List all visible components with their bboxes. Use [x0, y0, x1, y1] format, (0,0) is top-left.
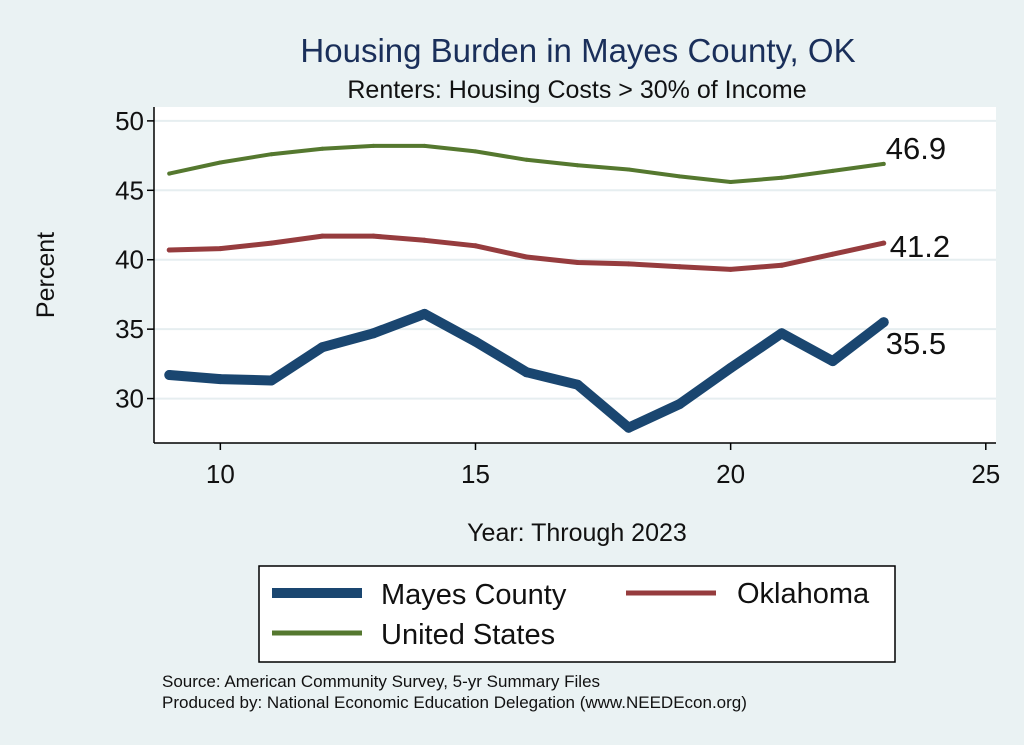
legend-box: [258, 565, 896, 663]
data-point-mayes-county-19: [674, 399, 685, 410]
data-point-united-states-19: [677, 174, 682, 179]
x-tick-label-20: 20: [716, 459, 745, 489]
y-tick-label-45: 45: [115, 175, 144, 205]
data-point-oklahoma-22: [830, 251, 836, 257]
producer-note: Produced by: National Economic Education…: [162, 693, 747, 712]
x-axis-label: Year: Through 2023: [467, 519, 687, 547]
data-point-united-states-22: [830, 168, 835, 173]
end-labels: 35.5 41.2 46.9: [886, 131, 950, 361]
y-axis-label: Percent: [32, 232, 60, 318]
data-point-united-states-18: [626, 167, 631, 172]
data-point-mayes-county-16: [521, 367, 532, 378]
data-point-oklahoma-13: [370, 233, 376, 239]
end-label-united-states: 46.9: [886, 131, 946, 166]
data-point-mayes-county-21: [776, 328, 787, 339]
chart-subtitle: Renters: Housing Costs > 30% of Income: [347, 76, 806, 104]
x-tick-label-10: 10: [206, 459, 235, 489]
data-point-mayes-county-13: [368, 328, 379, 339]
data-point-united-states-17: [575, 163, 580, 168]
data-point-oklahoma-11: [268, 240, 274, 246]
end-label-oklahoma: 41.2: [890, 229, 950, 264]
data-point-united-states-9: [167, 171, 172, 176]
data-point-oklahoma-23: [881, 240, 887, 246]
legend-label-oklahoma: Oklahoma: [737, 578, 870, 610]
data-point-mayes-county-10: [215, 374, 226, 385]
data-point-united-states-15: [473, 149, 478, 154]
data-point-oklahoma-15: [473, 243, 478, 249]
data-point-united-states-23: [881, 161, 886, 166]
data-point-united-states-10: [218, 160, 223, 165]
data-point-united-states-16: [524, 157, 529, 162]
data-point-mayes-county-18: [623, 422, 634, 433]
data-point-mayes-county-22: [827, 356, 838, 367]
y-tick-label-50: 50: [115, 106, 144, 136]
data-point-mayes-county-12: [317, 342, 328, 353]
data-point-mayes-county-14: [419, 308, 430, 319]
data-point-oklahoma-9: [166, 247, 172, 253]
data-point-united-states-21: [779, 175, 784, 180]
data-point-oklahoma-16: [524, 254, 529, 260]
data-point-united-states-11: [269, 152, 274, 157]
data-point-mayes-county-23: [878, 317, 889, 328]
data-point-united-states-12: [320, 146, 325, 151]
data-point-mayes-county-11: [266, 375, 277, 386]
y-tick-label-30: 30: [115, 384, 144, 414]
data-point-united-states-14: [422, 143, 427, 148]
x-tick-label-25: 25: [971, 459, 1000, 489]
chart-title: Housing Burden in Mayes County, OK: [300, 32, 855, 69]
data-point-oklahoma-21: [779, 262, 785, 268]
data-point-oklahoma-18: [626, 261, 632, 267]
data-point-united-states-13: [371, 143, 376, 148]
legend-label-united-states: United States: [381, 619, 555, 651]
data-point-mayes-county-9: [164, 370, 175, 380]
data-point-oklahoma-10: [217, 246, 223, 252]
plot-area: [154, 107, 996, 443]
tick-labels: 30 35 40 45 50 10 15 20 25: [115, 106, 1000, 489]
data-point-oklahoma-17: [575, 260, 581, 265]
data-point-mayes-county-20: [725, 363, 736, 373]
axes: [147, 107, 996, 450]
y-tick-label-40: 40: [115, 245, 144, 275]
end-label-mayes-county: 35.5: [886, 326, 946, 361]
data-point-oklahoma-20: [728, 266, 734, 272]
x-tick-label-15: 15: [461, 459, 490, 489]
data-point-united-states-20: [728, 180, 733, 184]
y-tick-label-35: 35: [115, 314, 144, 344]
data-point-oklahoma-14: [422, 237, 427, 243]
legend: Mayes County Oklahoma United States: [258, 565, 896, 663]
source-note: Source: American Community Survey, 5-yr …: [162, 672, 600, 691]
series-lines: [164, 143, 889, 433]
data-point-oklahoma-12: [319, 233, 325, 239]
data-point-mayes-county-17: [572, 379, 583, 390]
data-point-oklahoma-19: [677, 264, 683, 270]
legend-label-mayes-county: Mayes County: [381, 579, 567, 611]
data-point-mayes-county-15: [470, 336, 481, 347]
